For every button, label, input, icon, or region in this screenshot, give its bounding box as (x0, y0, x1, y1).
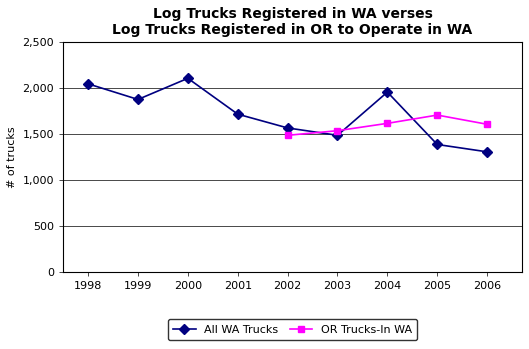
OR Trucks-In WA (334, 128, 341, 133)
All WA Trucks (285, 126, 291, 130)
All WA Trucks (484, 150, 490, 154)
OR Trucks-In WA (434, 113, 441, 117)
OR Trucks-In WA (484, 122, 490, 126)
All WA Trucks (234, 112, 241, 116)
All WA Trucks (85, 82, 92, 86)
Legend: All WA Trucks, OR Trucks-In WA: All WA Trucks, OR Trucks-In WA (168, 319, 417, 340)
All WA Trucks (334, 133, 341, 138)
All WA Trucks (185, 76, 191, 80)
OR Trucks-In WA (384, 121, 390, 125)
Line: OR Trucks-In WA: OR Trucks-In WA (284, 112, 490, 139)
All WA Trucks (434, 142, 441, 147)
All WA Trucks (384, 90, 390, 94)
OR Trucks-In WA (285, 133, 291, 138)
All WA Trucks (135, 97, 141, 102)
Title: Log Trucks Registered in WA verses
Log Trucks Registered in OR to Operate in WA: Log Trucks Registered in WA verses Log T… (113, 7, 473, 37)
Line: All WA Trucks: All WA Trucks (85, 75, 490, 155)
Y-axis label: # of trucks: # of trucks (7, 127, 17, 188)
